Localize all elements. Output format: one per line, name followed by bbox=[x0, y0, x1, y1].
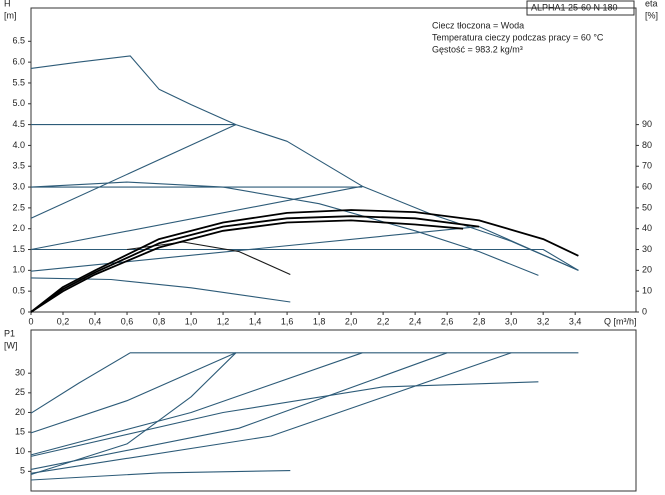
title-box bbox=[526, 0, 635, 16]
y-tick-label: 1.5 bbox=[12, 244, 25, 254]
y2-axis-label: eta bbox=[645, 0, 658, 8]
y-tick-label: 2.5 bbox=[12, 202, 25, 212]
annotation: Ciecz tłoczona = Woda bbox=[432, 20, 524, 30]
annotation: Gęstość = 983.2 kg/m³ bbox=[432, 44, 523, 54]
y-tick-label: 0 bbox=[20, 306, 25, 316]
curve bbox=[30, 352, 579, 414]
curve bbox=[30, 277, 291, 303]
y-axis-unit: [W] bbox=[4, 340, 18, 350]
y-tick-label: 4.5 bbox=[12, 119, 25, 129]
curve bbox=[30, 352, 237, 476]
y-tick-label: 2.0 bbox=[12, 223, 25, 233]
y2-axis-unit: [%] bbox=[645, 10, 658, 20]
y-tick-label: 3.0 bbox=[12, 181, 25, 191]
y2-tick-label: 50 bbox=[642, 202, 652, 212]
curve bbox=[30, 352, 448, 470]
y-tick-label: 3.5 bbox=[12, 161, 25, 171]
y-axis-label: H bbox=[4, 0, 11, 8]
x-tick-label: 2,4 bbox=[409, 316, 422, 326]
y2-tick-label: 0 bbox=[642, 306, 647, 316]
top-plot-frame bbox=[30, 7, 637, 313]
y2-tick-label: 30 bbox=[642, 244, 652, 254]
efficiency-curve bbox=[30, 215, 480, 313]
efficiency-curve bbox=[30, 209, 579, 313]
x-tick-label: 3,0 bbox=[505, 316, 518, 326]
y2-tick-label: 10 bbox=[642, 286, 652, 296]
curve bbox=[30, 352, 363, 456]
efficiency-curve bbox=[30, 219, 464, 313]
y-tick-label: 1.0 bbox=[12, 265, 25, 275]
curve bbox=[30, 352, 512, 474]
y2-tick-label: 60 bbox=[642, 181, 652, 191]
x-tick-label: 2,0 bbox=[345, 316, 358, 326]
y2-tick-label: 70 bbox=[642, 161, 652, 171]
bottom-plot-frame bbox=[30, 329, 637, 492]
x-tick-label: 1,8 bbox=[313, 316, 326, 326]
chart-title: ALPHA1 25-60 N 180 bbox=[531, 2, 618, 12]
x-tick-label: 3,4 bbox=[569, 316, 582, 326]
y-tick-label: 5 bbox=[20, 466, 25, 476]
y-tick-label: 25 bbox=[15, 387, 25, 397]
curve bbox=[30, 181, 539, 276]
x-tick-label: 2,8 bbox=[473, 316, 486, 326]
y-tick-label: 6.0 bbox=[12, 57, 25, 67]
x-tick-label: 0 bbox=[28, 316, 33, 326]
y2-tick-label: 40 bbox=[642, 223, 652, 233]
y-tick-label: 30 bbox=[15, 368, 25, 378]
y-tick-label: 20 bbox=[15, 407, 25, 417]
curve bbox=[30, 185, 363, 251]
curve bbox=[30, 352, 237, 434]
y-tick-label: 5.5 bbox=[12, 77, 25, 87]
y2-tick-label: 20 bbox=[642, 265, 652, 275]
x-tick-label: 1,4 bbox=[249, 316, 262, 326]
x-axis-label: Q [m³/h] bbox=[604, 316, 637, 326]
x-tick-label: 2,6 bbox=[441, 316, 454, 326]
annotation: Temperatura cieczy podczas pracy = 60 °C bbox=[432, 32, 604, 42]
x-tick-label: 1,0 bbox=[185, 316, 198, 326]
y-tick-label: 5.0 bbox=[12, 98, 25, 108]
curve bbox=[30, 381, 539, 457]
x-tick-label: 3,2 bbox=[537, 316, 550, 326]
curve bbox=[30, 124, 237, 219]
y-axis-unit: [m] bbox=[4, 10, 17, 20]
curve bbox=[31, 248, 579, 271]
y-tick-label: 15 bbox=[15, 426, 25, 436]
x-tick-label: 0,2 bbox=[57, 316, 70, 326]
y-tick-label: 10 bbox=[15, 446, 25, 456]
y2-tick-label: 80 bbox=[642, 140, 652, 150]
curve bbox=[30, 470, 291, 481]
y-axis-label: P1 bbox=[4, 328, 15, 338]
y-tick-label: 6.5 bbox=[12, 36, 25, 46]
x-tick-label: 0,8 bbox=[153, 316, 166, 326]
x-tick-label: 0,6 bbox=[121, 316, 134, 326]
x-tick-label: 1,2 bbox=[217, 316, 230, 326]
y2-tick-label: 90 bbox=[642, 119, 652, 129]
x-tick-label: 2,2 bbox=[377, 316, 390, 326]
x-tick-label: 1,6 bbox=[281, 316, 294, 326]
x-tick-label: 0,4 bbox=[89, 316, 102, 326]
y-tick-label: 4.0 bbox=[12, 140, 25, 150]
y-tick-label: 0.5 bbox=[12, 286, 25, 296]
